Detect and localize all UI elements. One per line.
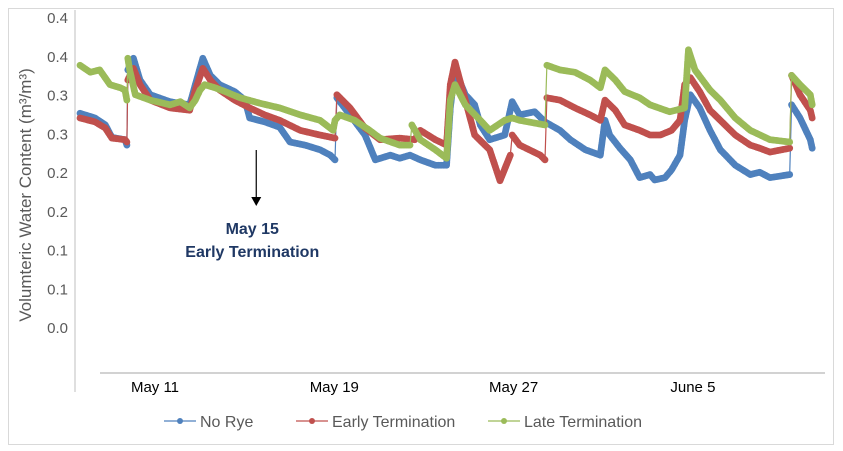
y-tick-label: 0.4 (47, 49, 68, 66)
annotation-arrowhead (251, 197, 262, 206)
legend-marker (501, 418, 507, 424)
annotation: May 15 Early Termination (185, 150, 319, 261)
no-rye-point (786, 171, 794, 178)
legend-item: Late Termination (488, 414, 642, 431)
early-termination-point (506, 151, 514, 159)
early-termination-point (808, 114, 816, 122)
x-tick-label: May 27 (489, 379, 538, 396)
legend-item: No Rye (164, 414, 253, 431)
y-axis: 0.4 0.4 0.3 0.3 0.2 0.2 0.1 0.1 0.0 (47, 10, 76, 392)
series-late-termination (76, 46, 816, 162)
early-termination-point (541, 156, 549, 164)
x-axis: May 11 May 19 May 27 June 5 (100, 372, 825, 396)
no-rye-point (808, 144, 816, 152)
y-tick-label: 0.0 (47, 320, 68, 337)
x-tick-label: June 5 (670, 379, 715, 396)
early-termination-point (123, 138, 131, 146)
late-termination-point (123, 96, 131, 104)
y-tick-label: 0.4 (47, 10, 68, 27)
x-tick-label: May 19 (310, 379, 359, 396)
y-tick-label: 0.1 (47, 243, 68, 260)
y-tick-label: 0.1 (47, 281, 68, 298)
y-tick-label: 0.3 (47, 88, 68, 105)
legend-item: Early Termination (296, 414, 455, 431)
early-termination-point (786, 144, 794, 152)
y-axis-label: Volumteric Water Content (m³/m³) (16, 68, 35, 321)
plot-area (76, 46, 816, 185)
annotation-label: Early Termination (185, 244, 319, 261)
legend-label: Early Termination (332, 414, 455, 431)
late-termination-point (786, 138, 794, 146)
late-termination-point (808, 101, 816, 109)
legend-label: Late Termination (524, 414, 642, 431)
legend: No Rye Early Termination Late Termination (164, 414, 642, 431)
legend-marker (309, 418, 315, 424)
legend-marker (177, 418, 183, 424)
late-termination-point (541, 121, 549, 129)
legend-label: No Rye (200, 414, 253, 431)
x-tick-label: May 11 (131, 379, 179, 396)
y-tick-label: 0.2 (47, 204, 68, 221)
chart-frame (8, 8, 834, 445)
y-tick-label: 0.2 (47, 165, 68, 182)
no-rye-point (331, 156, 339, 164)
y-tick-label: 0.3 (47, 126, 68, 143)
early-termination-point (331, 134, 339, 142)
annotation-date: May 15 (226, 221, 279, 238)
late-termination-point (406, 141, 414, 149)
